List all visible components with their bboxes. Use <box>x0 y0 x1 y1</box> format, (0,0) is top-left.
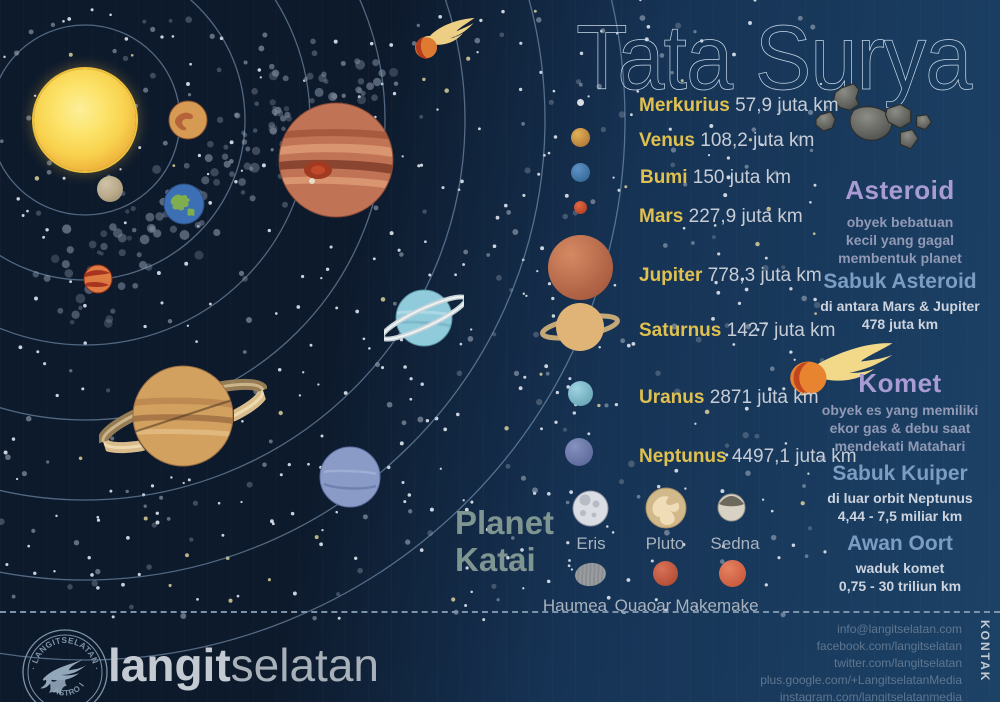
svg-text:· LANGITSELATAN ·: · LANGITSELATAN · <box>28 635 102 671</box>
